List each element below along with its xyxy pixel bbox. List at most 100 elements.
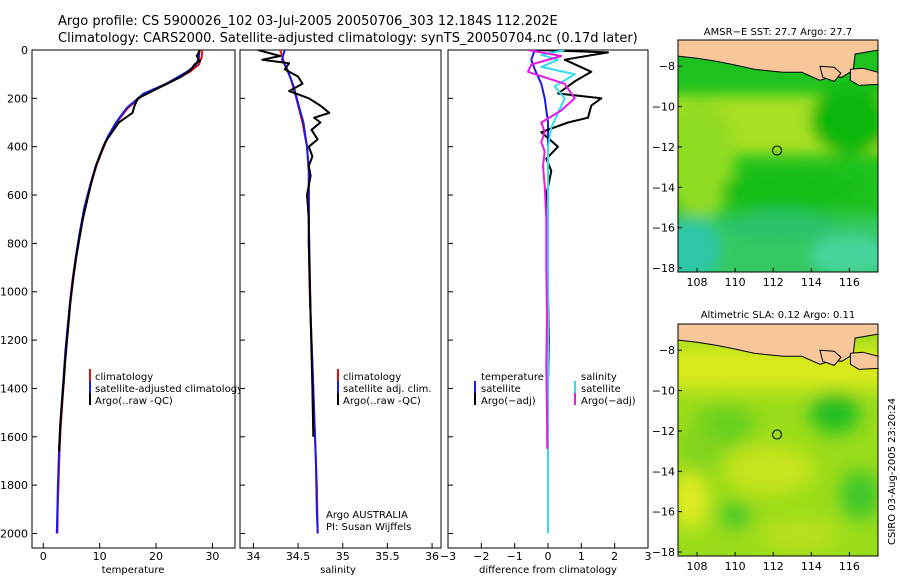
y-tick-label: 1800 <box>0 479 28 492</box>
x-tick-label: 2 <box>611 550 618 563</box>
difference-panel: −3 −2 −1 0 1 2 3 difference from climatology t… <box>440 49 652 576</box>
map-x-tick-label: 108 <box>687 276 708 289</box>
y-tick-label: 1400 <box>0 382 28 395</box>
map-y-tick-label: −8 <box>659 60 675 73</box>
x-tick-label: 35.5 <box>375 550 400 563</box>
sla-map: Altimetric SLA: 0.12 Argo: 0.11 108 110 11… <box>652 310 879 573</box>
legend-label-temp-satellite: satellite <box>481 384 521 395</box>
land-polygon <box>849 67 878 86</box>
x-tick-label: 34 <box>246 550 260 563</box>
difference-ticks: −3 −2 −1 0 1 2 3 <box>440 49 652 563</box>
y-tick-label: 400 <box>7 141 28 154</box>
difference-legend-temperature: temperature satellite Argo(−adj) <box>474 372 544 407</box>
difference-xlabel: difference from climatology <box>479 565 617 576</box>
map-x-tick-label: 114 <box>801 560 822 573</box>
series-line-salinity-argo <box>527 50 576 449</box>
map-x-tick-label: 110 <box>725 560 746 573</box>
difference-lines <box>527 50 609 534</box>
salinity-ticks: 34 34.5 35 35.5 36 <box>240 49 439 563</box>
legend-label-temp-argo: Argo(−adj) <box>481 396 536 407</box>
sst-map-title: AMSR−E SST: 27.7 Argo: 27.7 <box>704 27 852 38</box>
map-x-tick-label: 108 <box>687 560 708 573</box>
x-tick-label: −1 <box>507 550 523 563</box>
x-tick-label: 0 <box>40 550 47 563</box>
map-y-tick-label: −12 <box>652 425 675 438</box>
map-y-tick-label: −12 <box>652 141 675 154</box>
map-y-tick-label: −18 <box>652 262 675 275</box>
salinity-lines <box>257 50 331 534</box>
map-y-tick-label: −14 <box>652 465 675 478</box>
map-y-tick-label: −14 <box>652 181 675 194</box>
sst-land <box>678 40 878 86</box>
temperature-legend: climatology satellite-adjusted climatolo… <box>89 369 243 407</box>
x-tick-label: 1 <box>578 550 585 563</box>
sla-map-title: Altimetric SLA: 0.12 Argo: 0.11 <box>701 310 856 321</box>
temperature-ticks: 0 10 20 30 0 200 400 600 800 1000 1200 1400 1600 1800… <box>0 44 219 563</box>
credit-stamp: CSIRO 03-Aug-2005 23:20:24 <box>887 398 898 545</box>
x-tick-label: 36 <box>425 550 439 563</box>
x-tick-label: 0 <box>545 550 552 563</box>
x-tick-label: 30 <box>205 550 219 563</box>
temperature-xlabel: temperature <box>102 565 165 576</box>
y-tick-label: 1600 <box>0 431 28 444</box>
salinity-legend: climatology satellite adj. clim. Argo(..… <box>337 369 432 407</box>
y-tick-label: 2000 <box>0 527 28 540</box>
map-x-tick-label: 116 <box>839 560 860 573</box>
sla-map-field <box>678 324 878 556</box>
header-line-2: Climatology: CARS2000. Satellite-adjuste… <box>58 31 638 46</box>
sst-float-marker <box>772 145 783 156</box>
sst-map: AMSR−E SST: 27.7 Argo: 27.7 108 110 112 114… <box>652 27 879 289</box>
legend-label-satellite: satellite-adjusted climatology <box>95 384 243 395</box>
x-tick-label: 35 <box>336 550 350 563</box>
x-tick-label: −3 <box>440 550 456 563</box>
series-line-argo <box>58 50 201 452</box>
difference-legend-salinity: salinity satellite Argo(−adj) <box>574 372 636 407</box>
legend-label-sal-argo: Argo(−adj) <box>581 396 636 407</box>
x-tick-label: −2 <box>473 550 489 563</box>
legend-label-sal-satellite: satellite <box>581 384 621 395</box>
legend-label-satellite: satellite adj. clim. <box>343 384 432 395</box>
legend-label-argo: Argo(..raw -QC) <box>343 396 421 407</box>
y-tick-label: 1000 <box>0 286 28 299</box>
series-line-argo <box>257 50 331 437</box>
temperature-lines <box>55 50 204 534</box>
sst-map-frame <box>677 39 879 273</box>
y-tick-label: 200 <box>7 92 28 105</box>
annotation-pi: PI: Susan Wijffels <box>326 522 411 533</box>
map-y-tick-label: −10 <box>652 385 675 398</box>
temperature-panel: 0 10 20 30 0 200 400 600 800 1000 1200 1400 1600 1800… <box>0 44 243 576</box>
y-tick-label: 600 <box>7 189 28 202</box>
salinity-panel: 34 34.5 35 35.5 36 salinity climatology sate… <box>239 49 442 576</box>
map-x-tick-label: 112 <box>763 560 784 573</box>
salinity-xlabel: salinity <box>320 565 356 576</box>
map-y-tick-label: −16 <box>652 222 675 235</box>
legend-title-temperature: temperature <box>481 372 544 383</box>
y-tick-label: 800 <box>7 237 28 250</box>
map-y-tick-label: −10 <box>652 101 675 114</box>
legend-title-salinity: salinity <box>581 372 617 383</box>
x-tick-label: 3 <box>645 550 652 563</box>
header-line-1: Argo profile: CS 5900026_102 03-Jul-2005… <box>58 14 558 29</box>
x-tick-label: 20 <box>149 550 163 563</box>
sla-map-ticks: 108 110 112 114 116 −8 −10 −12 −14 −16 −18 <box>652 344 860 573</box>
y-tick-label: 1200 <box>0 334 28 347</box>
map-x-tick-label: 116 <box>839 276 860 289</box>
legend-label-argo: Argo(..raw -QC) <box>95 396 173 407</box>
map-y-tick-label: −16 <box>652 506 675 519</box>
salinity-axes-frame <box>239 49 442 549</box>
y-tick-label: 0 <box>21 44 28 57</box>
annotation-program: Argo AUSTRALIA <box>326 510 408 521</box>
map-x-tick-label: 110 <box>725 276 746 289</box>
land-polygon <box>849 351 878 370</box>
sst-blobs <box>678 85 878 272</box>
sla-land <box>678 324 878 370</box>
series-line-satellite <box>281 50 319 534</box>
temperature-axes-frame <box>31 49 236 549</box>
map-y-tick-label: −8 <box>659 344 675 357</box>
sla-float-marker <box>772 429 783 440</box>
land-polygon <box>819 65 842 82</box>
map-y-tick-label: −18 <box>652 546 675 559</box>
x-tick-label: 10 <box>93 550 107 563</box>
map-x-tick-label: 114 <box>801 276 822 289</box>
